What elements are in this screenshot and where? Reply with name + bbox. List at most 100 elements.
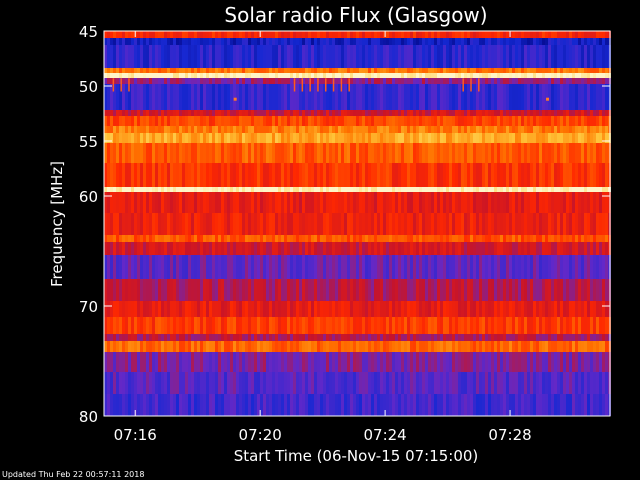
spectrogram-cell	[221, 116, 224, 126]
spectrogram-cell	[281, 110, 284, 116]
spectrogram-cell	[527, 110, 530, 116]
spectrogram-cell	[485, 163, 488, 187]
spectrogram-cell	[275, 31, 278, 38]
spectrogram-cell	[587, 110, 590, 116]
spectrogram-cell	[371, 126, 374, 133]
spectrogram-cell	[224, 187, 227, 192]
spectrogram-cell	[386, 38, 389, 45]
spectrogram-cell	[554, 341, 557, 352]
spectrogram-cell	[491, 68, 494, 73]
spectrogram-cell	[287, 78, 290, 84]
spectrogram-cell	[593, 68, 596, 73]
spectrogram-cell	[221, 68, 224, 73]
spectrogram-cell	[410, 116, 413, 126]
spectrogram-cell	[575, 31, 578, 38]
spectrogram-cell	[296, 301, 299, 317]
spectrogram-cell	[299, 38, 302, 45]
spectrogram-cell	[605, 126, 608, 133]
spectrogram-cell	[263, 126, 266, 133]
spectrogram-cell	[467, 38, 470, 45]
spectrogram-cell	[458, 31, 461, 38]
spectrogram-cell	[347, 317, 350, 334]
spectrogram-cell	[458, 163, 461, 187]
spectrogram-cell	[104, 45, 107, 68]
spectrogram-cell	[449, 133, 452, 143]
spectrogram-cell	[221, 187, 224, 192]
spectrogram-cell	[329, 334, 332, 341]
spectrogram-cell	[152, 301, 155, 317]
spectrogram-cell	[281, 68, 284, 73]
spectrogram-cell	[296, 78, 299, 84]
spectrogram-cell	[521, 255, 524, 279]
spectrogram-cell	[578, 116, 581, 126]
spectrogram-cell	[455, 255, 458, 279]
spectrogram-cell	[110, 235, 113, 242]
spectrogram-cell	[242, 143, 245, 163]
spectrogram-cell	[437, 192, 440, 213]
spectrogram-cell	[473, 334, 476, 341]
spectrogram-cell	[353, 341, 356, 352]
spectrogram-cell	[143, 45, 146, 68]
spectrogram-cell	[350, 192, 353, 213]
spectrogram-cell	[221, 192, 224, 213]
spectrogram-cell	[515, 187, 518, 192]
spectrogram-cell	[230, 242, 233, 255]
spectrogram-cell	[206, 116, 209, 126]
spectrogram-cell	[593, 110, 596, 116]
spectrogram-cell	[257, 126, 260, 133]
spectrogram-cell	[347, 372, 350, 394]
spectrogram-cell	[308, 84, 311, 110]
spectrogram-cell	[383, 110, 386, 116]
spectrogram-cell	[452, 372, 455, 394]
spectrogram-cell	[239, 133, 242, 143]
spectrogram-cell	[215, 394, 218, 416]
spectrogram-cell	[398, 394, 401, 416]
spectrogram-cell	[359, 187, 362, 192]
spectrogram-cell	[437, 242, 440, 255]
spectrogram-cell	[560, 372, 563, 394]
spectrogram-cell	[476, 110, 479, 116]
spectrogram-cell	[524, 242, 527, 255]
spectrogram-cell	[557, 255, 560, 279]
spectrogram-cell	[578, 73, 581, 78]
spectrogram-cell	[152, 187, 155, 192]
spectrogram-cell	[161, 301, 164, 317]
spectrogram-cell	[368, 110, 371, 116]
spectrogram-cell	[296, 143, 299, 163]
spectrogram-cell	[596, 45, 599, 68]
spectrogram-cell	[257, 235, 260, 242]
band-texture	[104, 192, 611, 213]
spectrogram-cell	[479, 279, 482, 301]
spectrogram-cell	[317, 38, 320, 45]
spectrogram-cell	[239, 68, 242, 73]
spectrogram-cell	[416, 187, 419, 192]
spectrogram-cell	[494, 242, 497, 255]
spectrogram-cell	[404, 68, 407, 73]
spectrogram-cell	[596, 78, 599, 84]
spectrogram-cell	[161, 341, 164, 352]
spectrogram-cell	[425, 372, 428, 394]
spectrogram-cell	[434, 192, 437, 213]
spectrogram-cell	[254, 187, 257, 192]
spectrogram-cell	[137, 235, 140, 242]
spectrogram-cell	[353, 213, 356, 235]
spectrogram-cell	[506, 394, 509, 416]
spectrogram-cell	[416, 116, 419, 126]
spectrogram-cell	[260, 116, 263, 126]
spectrogram-cell	[242, 242, 245, 255]
spectrogram-cell	[440, 84, 443, 110]
spectrogram-cell	[104, 78, 107, 84]
spectrogram-cell	[230, 163, 233, 187]
spectrogram-cell	[305, 126, 308, 133]
spectrogram-cell	[299, 110, 302, 116]
spectrogram-cell	[476, 45, 479, 68]
spectrogram-cell	[506, 163, 509, 187]
spectrogram-cell	[503, 187, 506, 192]
spectrogram-cell	[371, 31, 374, 38]
spectrogram-cell	[551, 84, 554, 110]
spectrogram-cell	[596, 341, 599, 352]
spectrogram-cell	[341, 192, 344, 213]
spectrogram-cell	[518, 126, 521, 133]
spectrogram-cell	[197, 143, 200, 163]
spectrogram-cell	[551, 45, 554, 68]
